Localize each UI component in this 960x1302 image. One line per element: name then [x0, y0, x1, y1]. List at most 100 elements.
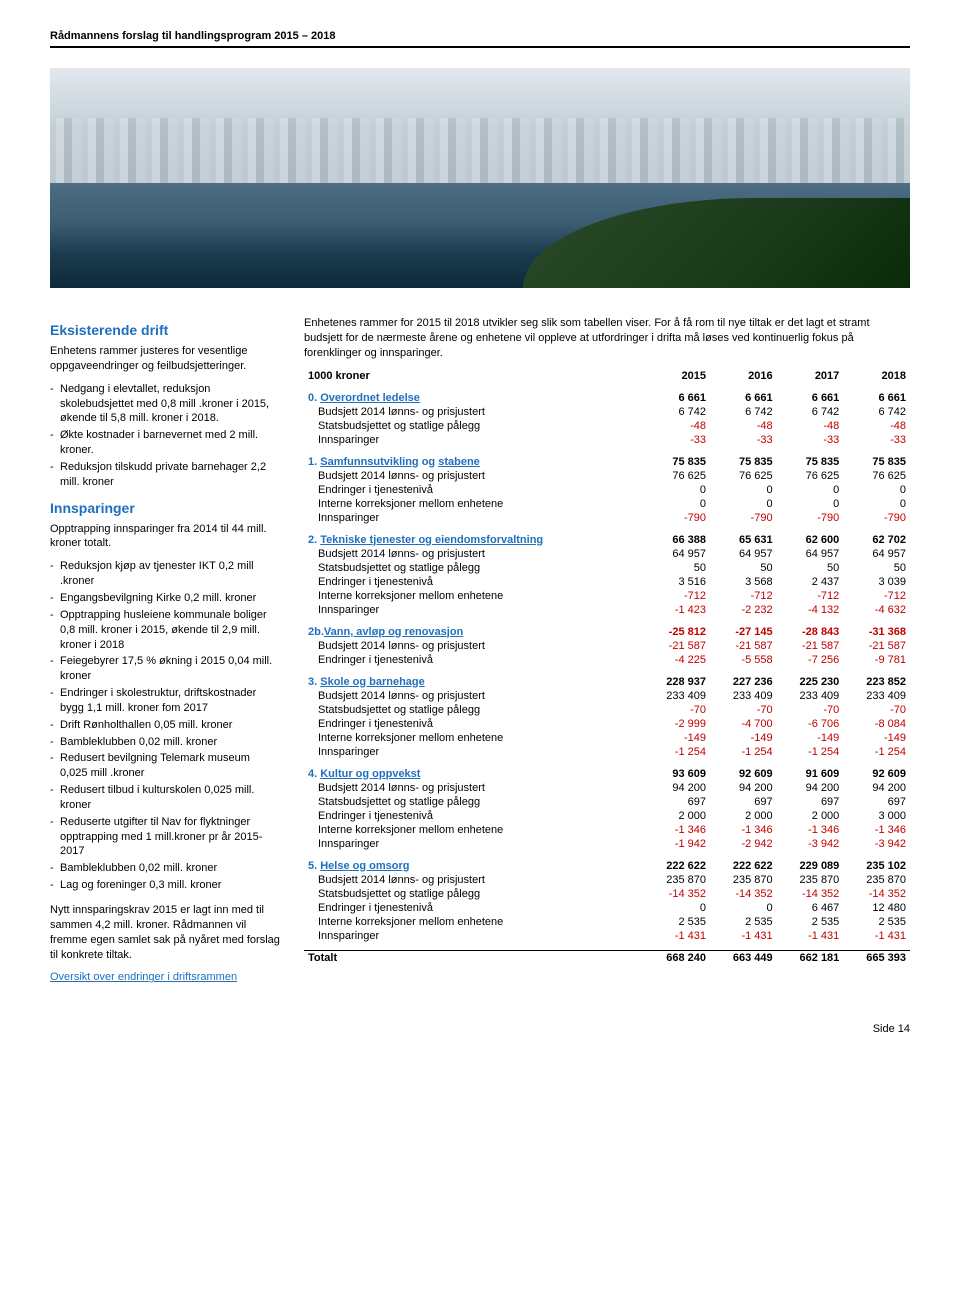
table-cell: -1 254 — [710, 745, 777, 759]
table-row: Budsjett 2014 lønns- og prisjustert64 95… — [304, 547, 910, 561]
table-cell: 92 609 — [710, 767, 777, 781]
table-cell: -712 — [777, 589, 844, 603]
list-item: -Reduksjon tilskudd private barnehager 2… — [50, 460, 280, 490]
table-row: Innsparinger-1 423-2 232-4 132-4 632 — [304, 603, 910, 617]
table-cell: 75 835 — [643, 455, 710, 469]
row-label: Endringer i tjenestenivå — [304, 717, 643, 731]
table-cell: 2 000 — [643, 809, 710, 823]
row-label: Innsparinger — [304, 745, 643, 759]
section-link[interactable]: Helse og omsorg — [320, 860, 409, 872]
list-item: -Endringer i skolestruktur, driftskostna… — [50, 686, 280, 716]
row-label: Interne korreksjoner mellom enhetene — [304, 731, 643, 745]
section-link[interactable]: stabene — [438, 456, 480, 468]
table-cell: -712 — [643, 589, 710, 603]
table-cell: -149 — [777, 731, 844, 745]
table-cell: -712 — [710, 589, 777, 603]
table-cell: -6 706 — [777, 717, 844, 731]
content: Eksisterende drift Enhetens rammer juste… — [50, 316, 910, 993]
table-cell: 0 — [710, 497, 777, 511]
bullet-dash: - — [50, 428, 60, 458]
section-title[interactable]: 0. Overordnet ledelse — [304, 391, 643, 405]
section-title[interactable]: 2b.Vann, avløp og renovasjon — [304, 625, 643, 639]
table-cell: 91 609 — [777, 767, 844, 781]
table-cell: 2 000 — [777, 809, 844, 823]
table-body: 0. Overordnet ledelse6 6616 6616 6616 66… — [304, 383, 910, 966]
table-cell: -21 587 — [777, 639, 844, 653]
list-item-text: Bambleklubben 0,02 mill. kroner — [60, 861, 217, 876]
section-title[interactable]: 1. Samfunnsutvikling og stabene — [304, 455, 643, 469]
table-row: Interne korreksjoner mellom enhetene-712… — [304, 589, 910, 603]
table-row: Innsparinger-1 431-1 431-1 431-1 431 — [304, 929, 910, 943]
section-link[interactable]: Overordnet ledelse — [320, 392, 420, 404]
table-row: Statsbudsjettet og statlige pålegg-48-48… — [304, 419, 910, 433]
table-cell: -14 352 — [843, 887, 910, 901]
row-label: Budsjett 2014 lønns- og prisjustert — [304, 547, 643, 561]
section-title[interactable]: 2. Tekniske tjenester og eiendomsforvalt… — [304, 533, 643, 547]
section-link[interactable]: Vann, avløp og renovasjon — [324, 626, 463, 638]
table-cell: -1 254 — [843, 745, 910, 759]
table-cell: 2 535 — [710, 915, 777, 929]
bullet-dash: - — [50, 559, 60, 589]
row-label: Statsbudsjettet og statlige pålegg — [304, 703, 643, 717]
table-cell: -21 587 — [710, 639, 777, 653]
bullet-dash: - — [50, 591, 60, 606]
table-cell: 3 568 — [710, 575, 777, 589]
table-cell: 75 835 — [843, 455, 910, 469]
table-header-row: 1000 kroner2015201620172018 — [304, 369, 910, 383]
list-item-text: Reduksjon kjøp av tjenester IKT 0,2 mill… — [60, 559, 280, 589]
table-cell: 697 — [710, 795, 777, 809]
bullet-list-2: -Reduksjon kjøp av tjenester IKT 0,2 mil… — [50, 559, 280, 893]
link-oversikt[interactable]: Oversikt over endringer i driftsrammen — [50, 970, 280, 985]
table-cell: -2 232 — [710, 603, 777, 617]
table-cell: 6 661 — [643, 391, 710, 405]
table-cell: -14 352 — [710, 887, 777, 901]
table-cell: 50 — [643, 561, 710, 575]
table-cell: 76 625 — [843, 469, 910, 483]
list-item: -Redusert tilbud i kulturskolen 0,025 mi… — [50, 783, 280, 813]
table-cell: 6 742 — [710, 405, 777, 419]
section-title[interactable]: 3. Skole og barnehage — [304, 675, 643, 689]
section-link[interactable]: Tekniske tjenester og eiendomsforvaltnin… — [320, 534, 543, 546]
row-label: Endringer i tjenestenivå — [304, 653, 643, 667]
table-cell: 50 — [777, 561, 844, 575]
bullet-dash: - — [50, 861, 60, 876]
section-header-row: 5. Helse og omsorg222 622222 622229 0892… — [304, 859, 910, 873]
table-row: Interne korreksjoner mellom enhetene -149… — [304, 731, 910, 745]
table-row: Budsjett 2014 lønns- og prisjustert235 8… — [304, 873, 910, 887]
para-innsparingskrav: Nytt innsparingskrav 2015 er lagt inn me… — [50, 903, 280, 962]
table-cell: 668 240 — [643, 951, 710, 966]
section-title[interactable]: 4. Kultur og oppvekst — [304, 767, 643, 781]
section-header-row: 1. Samfunnsutvikling og stabene75 83575 … — [304, 455, 910, 469]
table-cell: 233 409 — [710, 689, 777, 703]
section-link[interactable]: Samfunnsutvikling — [320, 456, 418, 468]
table-cell: 222 622 — [643, 859, 710, 873]
table-cell: -9 781 — [843, 653, 910, 667]
hero-image — [50, 68, 910, 288]
list-item: -Redusert bevilgning Telemark museum 0,0… — [50, 751, 280, 781]
table-cell: 2 437 — [777, 575, 844, 589]
table-cell: -3 942 — [843, 837, 910, 851]
table-row: Innsparinger-1 942-2 942-3 942-3 942 — [304, 837, 910, 851]
row-label: Budsjett 2014 lønns- og prisjustert — [304, 405, 643, 419]
row-label: Interne korreksjoner mellom enhetene — [304, 497, 643, 511]
table-row: Innsparinger-33-33-33-33 — [304, 433, 910, 447]
table-row: Endringer i tjenestenivå006 46712 480 — [304, 901, 910, 915]
section-title[interactable]: 5. Helse og omsorg — [304, 859, 643, 873]
table-row: Interne korreksjoner mellom enhetene-1 3… — [304, 823, 910, 837]
section-link[interactable]: Skole og barnehage — [320, 676, 425, 688]
table-row: Interne korreksjoner mellom enhetene0000 — [304, 497, 910, 511]
table-cell: 94 200 — [643, 781, 710, 795]
table-cell: 6 661 — [710, 391, 777, 405]
table-cell: 92 609 — [843, 767, 910, 781]
page-header: Rådmannens forslag til handlingsprogram … — [50, 30, 910, 48]
para-opptrapping: Opptrapping innsparinger fra 2014 til 44… — [50, 522, 280, 552]
section-link[interactable]: Kultur og oppvekst — [320, 768, 420, 780]
table-cell: -1 431 — [710, 929, 777, 943]
link-oversikt-label[interactable]: Oversikt over endringer i driftsrammen — [50, 971, 237, 983]
row-label: Statsbudsjettet og statlige pålegg — [304, 561, 643, 575]
right-column: Enhetenes rammer for 2015 til 2018 utvik… — [304, 316, 910, 993]
col-year: 2015 — [643, 369, 710, 383]
table-row: Endringer i tjenestenivå2 0002 0002 0003… — [304, 809, 910, 823]
table-cell: -1 346 — [710, 823, 777, 837]
table-cell: 66 388 — [643, 533, 710, 547]
